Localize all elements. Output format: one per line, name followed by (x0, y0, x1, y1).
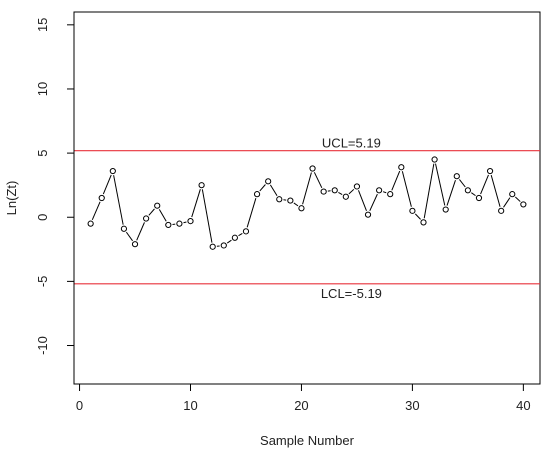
series-segment (246, 198, 257, 228)
data-point-14 (231, 234, 238, 241)
data-point-16 (253, 191, 261, 198)
x-tick-label: 30 (405, 398, 419, 413)
data-point-2 (98, 194, 105, 202)
x-tick-label: 0 (76, 398, 83, 413)
data-point-38 (498, 207, 505, 214)
data-point-5 (131, 241, 139, 248)
data-point-33 (442, 206, 449, 213)
series-segment (113, 175, 124, 225)
data-point-23 (331, 187, 338, 194)
series-segment (302, 172, 312, 205)
y-tick-label: 0 (35, 214, 50, 221)
series-segment (136, 222, 145, 241)
data-point-22 (320, 188, 327, 195)
data-point-18 (276, 196, 283, 203)
series-segment (515, 196, 521, 202)
data-point-21 (309, 165, 316, 172)
data-point-4 (120, 225, 128, 232)
data-point-12 (209, 243, 216, 250)
data-point-34 (453, 173, 460, 180)
series-segment (201, 189, 213, 243)
series-segment (382, 191, 387, 194)
data-point-25 (353, 183, 361, 190)
data-point-10 (187, 217, 194, 225)
series-lines (91, 163, 521, 247)
data-point-13 (220, 242, 227, 249)
series-segment (503, 197, 511, 208)
series-segment (401, 171, 412, 207)
data-point-6 (143, 215, 150, 222)
series-segment (414, 213, 421, 220)
series-segment (238, 233, 243, 237)
ucl-label: UCL=5.19 (322, 136, 381, 151)
data-point-27 (376, 187, 383, 194)
series-segment (125, 231, 133, 242)
data-point-1 (87, 220, 94, 227)
series-segment (102, 174, 112, 195)
x-axis: 0 10 20 30 40 (76, 383, 531, 413)
control-lines: UCL=5.19 LCL=-5.19 (74, 136, 540, 301)
series-segment (446, 180, 456, 206)
y-tick-label: -10 (35, 336, 50, 355)
data-point-9 (176, 220, 183, 227)
data-point-29 (398, 164, 405, 171)
data-point-8 (165, 221, 172, 229)
series-segment (391, 170, 401, 191)
series-segment (313, 172, 323, 189)
x-tick-label: 40 (516, 398, 530, 413)
series-segment (338, 191, 343, 196)
data-point-17 (265, 178, 272, 185)
series-segment (358, 190, 367, 211)
lcl-label: LCL=-5.19 (321, 286, 382, 301)
data-point-3 (109, 167, 116, 175)
x-axis-title: Sample Number (260, 433, 355, 448)
data-point-19 (287, 197, 294, 204)
series-segment (435, 163, 446, 206)
data-point-11 (198, 182, 205, 189)
y-tick-label: 10 (35, 82, 50, 96)
series-segment (490, 174, 501, 207)
series-segment (259, 184, 266, 192)
y-tick-label: -5 (35, 276, 50, 288)
data-point-7 (154, 202, 161, 209)
data-point-39 (509, 191, 516, 198)
data-point-26 (364, 211, 372, 218)
series-segment (369, 193, 378, 212)
data-point-15 (242, 228, 250, 235)
series-segment (91, 201, 101, 220)
data-point-35 (464, 187, 471, 194)
data-point-20 (298, 205, 305, 212)
data-point-37 (486, 167, 494, 175)
series-segment (183, 221, 187, 224)
y-axis: -10 -5 0 5 10 15 (35, 18, 75, 355)
x-tick-label: 10 (183, 398, 197, 413)
y-tick-label: 5 (35, 149, 50, 156)
series-segment (269, 184, 278, 196)
series-segment (480, 174, 489, 195)
plot-area-frame (73, 11, 541, 385)
series-points (87, 156, 527, 250)
data-point-28 (387, 191, 394, 198)
y-axis-title: Ln(Zt) (4, 181, 19, 216)
data-point-32 (431, 156, 438, 163)
data-point-36 (475, 194, 483, 202)
series-segment (471, 192, 476, 197)
series-segment (293, 202, 299, 207)
y-tick-label: 15 (35, 18, 50, 32)
series-segment (158, 209, 167, 222)
data-point-40 (520, 201, 527, 208)
series-segment (348, 188, 355, 195)
series-segment (423, 163, 435, 219)
series-segment (148, 208, 155, 216)
series-segment (458, 179, 466, 188)
x-tick-label: 20 (294, 398, 308, 413)
data-point-30 (409, 207, 416, 214)
series-segment (191, 189, 201, 218)
data-point-31 (420, 219, 427, 226)
series-segment (226, 239, 232, 244)
data-point-24 (342, 193, 349, 200)
